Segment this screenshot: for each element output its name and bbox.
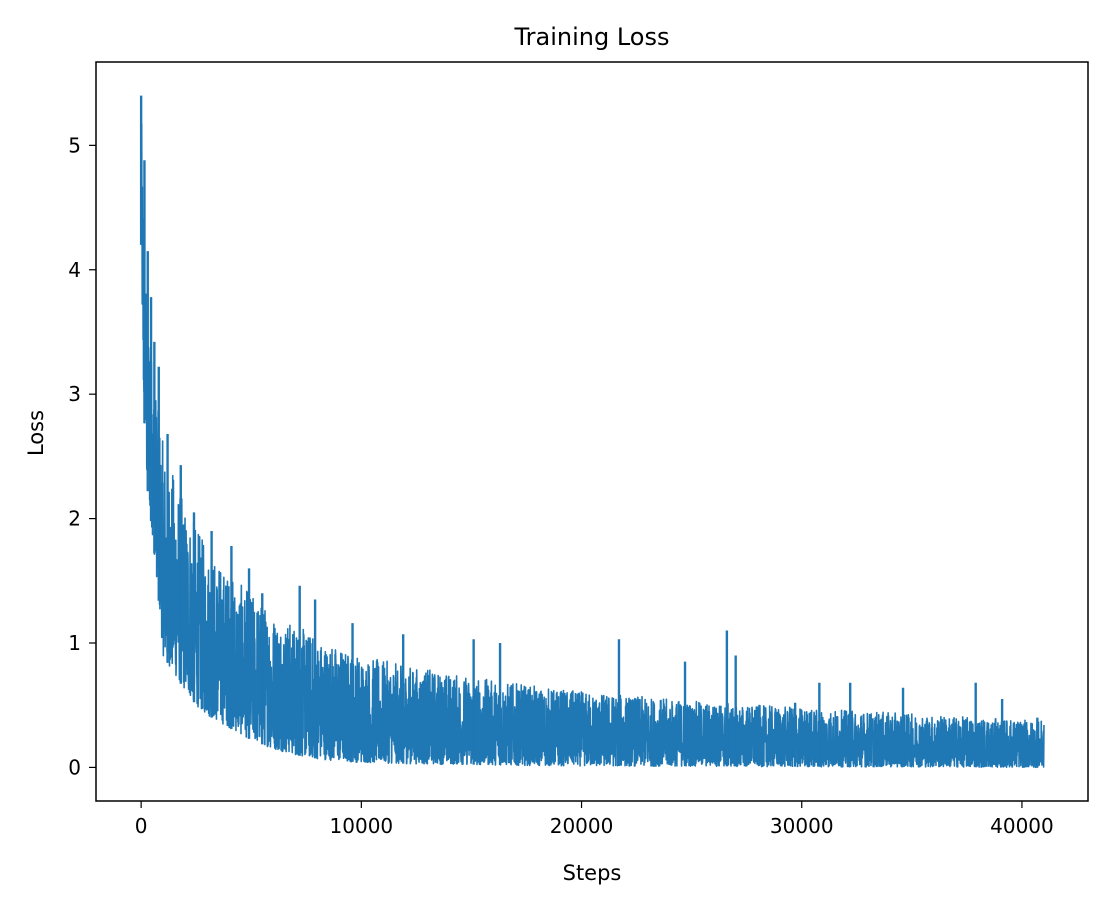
y-tick-label: 1: [68, 631, 81, 655]
y-axis-label: Loss: [24, 410, 48, 456]
y-tick-label: 5: [68, 133, 81, 157]
y-tick-label: 2: [68, 507, 81, 531]
y-tick-label: 4: [68, 258, 81, 282]
x-tick-label: 10000: [330, 814, 394, 838]
x-axis: 0 10000 20000 30000 40000: [135, 801, 1054, 838]
y-tick-label: 3: [68, 382, 81, 406]
chart-title: Training Loss: [514, 23, 670, 51]
x-axis-label: Steps: [563, 861, 622, 885]
x-tick-label: 0: [135, 814, 148, 838]
plot-frame: [95, 61, 1089, 802]
y-tick-label: 0: [68, 755, 81, 779]
loss-series: [139, 95, 1045, 769]
x-tick-label: 40000: [990, 814, 1054, 838]
x-tick-label: 30000: [770, 814, 834, 838]
loss-line: [140, 123, 1045, 769]
x-tick-label: 20000: [550, 814, 614, 838]
y-axis: 0 1 2 3 4 5: [68, 133, 96, 779]
